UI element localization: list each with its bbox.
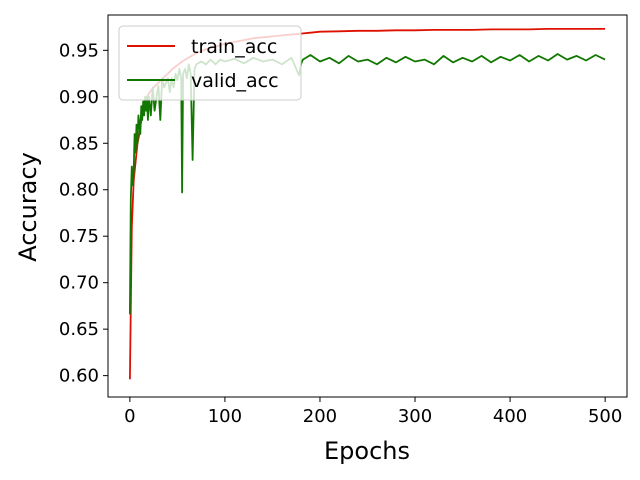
y-tick-label: 0.95 — [59, 40, 99, 61]
y-tick-label: 0.80 — [59, 180, 99, 201]
x-tick-label: 200 — [303, 406, 337, 427]
y-tick-label: 0.85 — [59, 133, 99, 154]
legend: train_acc valid_acc — [118, 25, 302, 101]
y-tick-label: 0.75 — [59, 226, 99, 247]
y-axis-title: Accuracy — [14, 152, 42, 262]
x-tick-label: 100 — [208, 406, 242, 427]
legend-box — [118, 25, 302, 101]
x-tick-label: 400 — [493, 406, 527, 427]
legend-label-train-acc: train_acc — [191, 36, 277, 58]
y-axis-ticks: 0.60 0.65 0.70 0.75 0.80 0.85 0.90 0.95 — [59, 40, 108, 387]
y-tick-label: 0.70 — [59, 273, 99, 294]
y-tick-label: 0.65 — [59, 319, 99, 340]
x-tick-label: 0 — [124, 406, 135, 427]
y-tick-label: 0.60 — [59, 366, 99, 387]
legend-label-valid-acc: valid_acc — [191, 70, 279, 92]
y-tick-label: 0.90 — [59, 87, 99, 108]
x-axis-ticks: 0 100 200 300 400 500 — [124, 397, 622, 427]
plot-frame — [107, 14, 628, 398]
x-axis-title: Epochs — [324, 437, 410, 465]
x-tick-label: 300 — [398, 406, 432, 427]
x-tick-label: 500 — [588, 406, 622, 427]
